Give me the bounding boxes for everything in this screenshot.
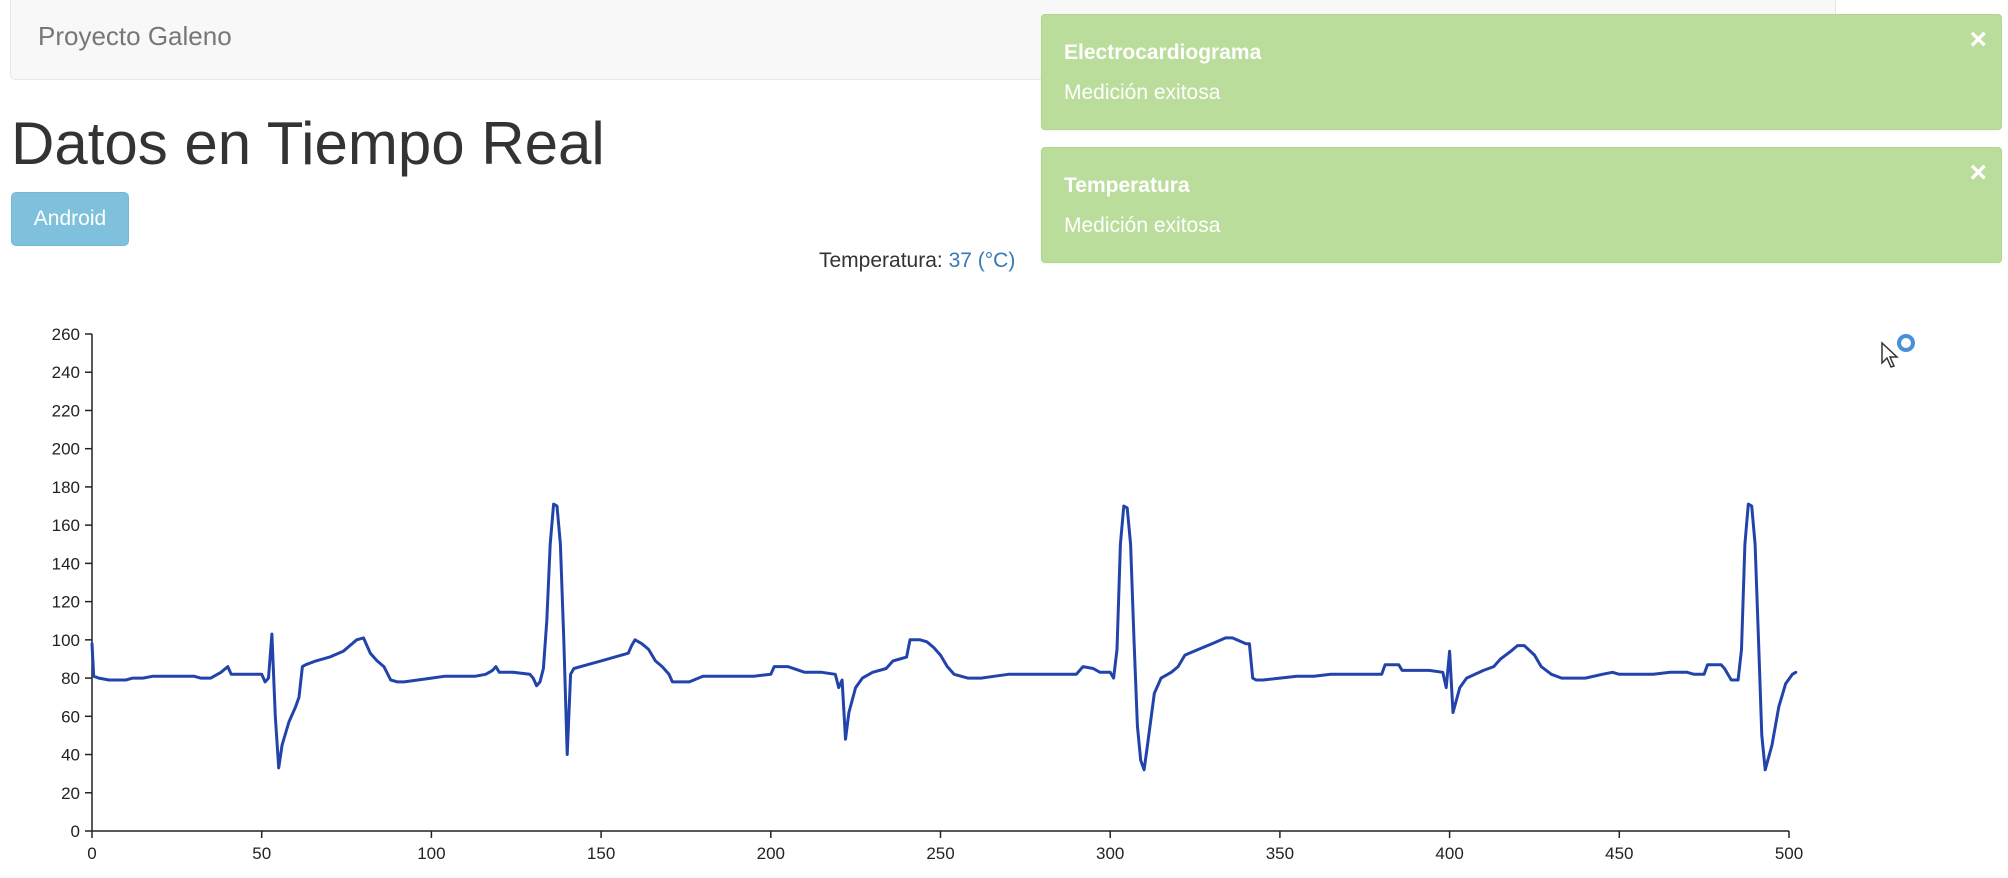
y-tick-label: 200 xyxy=(52,440,80,459)
notification-title: Temperatura xyxy=(1064,174,1190,197)
notification-toast-temperature[interactable]: Temperatura Medición exitosa × xyxy=(1041,147,2002,263)
x-tick-label: 400 xyxy=(1435,844,1463,863)
y-tick-label: 80 xyxy=(61,669,80,688)
close-icon[interactable]: × xyxy=(1969,23,1987,56)
y-tick-label: 120 xyxy=(52,593,80,612)
y-tick-label: 240 xyxy=(52,363,80,382)
page-title: Datos en Tiempo Real xyxy=(11,110,605,177)
busy-cursor-icon xyxy=(1881,334,1915,368)
y-tick-label: 160 xyxy=(52,516,80,535)
navbar-brand-link[interactable]: Proyecto Galeno xyxy=(38,21,232,51)
notification-message: Medición exitosa xyxy=(1064,81,1221,104)
x-tick-label: 500 xyxy=(1775,844,1803,863)
temperature-label: Temperatura: xyxy=(819,249,943,272)
y-tick-label: 180 xyxy=(52,478,80,497)
notification-title: Electrocardiograma xyxy=(1064,41,1262,64)
android-button[interactable]: Android xyxy=(11,192,129,246)
x-axis: 0 50 100 150 200 250 300 350 400 450 500 xyxy=(87,830,1803,863)
y-tick-label: 100 xyxy=(52,631,80,650)
y-axis: 0 20 40 60 80 100 120 140 160 180 200 220 240 260 xyxy=(52,325,93,841)
x-tick-label: 100 xyxy=(417,844,445,863)
y-tick-label: 220 xyxy=(52,401,80,420)
x-tick-label: 0 xyxy=(87,844,96,863)
x-tick-label: 350 xyxy=(1266,844,1294,863)
y-tick-label: 20 xyxy=(61,784,80,803)
y-tick-label: 0 xyxy=(71,822,80,841)
close-icon[interactable]: × xyxy=(1969,156,1987,189)
temperature-value: 37 (°C) xyxy=(948,249,1016,272)
x-tick-label: 250 xyxy=(926,844,954,863)
temperature-readout: Temperatura: 37 (°C) xyxy=(819,249,1015,273)
ecg-line-chart: 0 20 40 60 80 100 120 140 160 180 200 220 240 260 0 50… xyxy=(52,325,1804,863)
series-line xyxy=(90,502,1798,772)
x-tick-label: 150 xyxy=(587,844,615,863)
x-tick-label: 450 xyxy=(1605,844,1633,863)
series-layer xyxy=(90,502,1798,772)
x-tick-label: 300 xyxy=(1096,844,1124,863)
y-tick-label: 260 xyxy=(52,325,80,344)
notification-toast-ecg[interactable]: Electrocardiograma Medición exitosa × xyxy=(1041,14,2002,130)
x-tick-label: 50 xyxy=(252,844,271,863)
y-tick-label: 40 xyxy=(61,746,80,765)
y-tick-label: 60 xyxy=(61,707,80,726)
x-tick-label: 200 xyxy=(757,844,785,863)
y-tick-label: 140 xyxy=(52,554,80,573)
notification-message: Medición exitosa xyxy=(1064,214,1221,237)
